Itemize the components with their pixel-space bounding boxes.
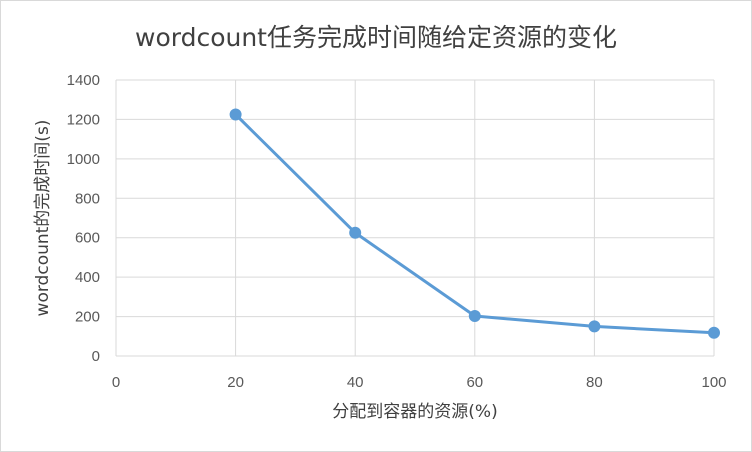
y-tick-label: 0 xyxy=(92,348,100,365)
y-axis-label: wordcount的完成时间(s) xyxy=(33,120,53,317)
x-tick-label: 80 xyxy=(586,374,603,391)
chart-title: wordcount任务完成时间随给定资源的变化 xyxy=(135,23,617,52)
y-tick-label: 400 xyxy=(75,269,100,286)
data-point xyxy=(468,309,481,322)
y-tick-label: 1400 xyxy=(67,72,100,89)
y-tick-label: 800 xyxy=(75,190,100,207)
gridlines xyxy=(115,79,715,357)
x-tick-label: 40 xyxy=(347,374,364,391)
data-point xyxy=(229,108,242,121)
x-tick-label: 100 xyxy=(701,374,726,391)
data-point xyxy=(588,320,601,333)
y-tick-label: 200 xyxy=(75,309,100,326)
x-tick-labels: 0 20 40 60 80 100 xyxy=(112,374,727,391)
y-tick-label: 600 xyxy=(75,230,100,247)
x-tick-label: 60 xyxy=(466,374,483,391)
data-point xyxy=(708,326,720,339)
x-tick-label: 0 xyxy=(112,374,120,391)
y-tick-label: 1000 xyxy=(67,151,100,168)
series-group xyxy=(229,108,720,339)
data-point xyxy=(349,226,362,239)
x-tick-label: 20 xyxy=(227,374,244,391)
y-tick-labels: 0 200 400 600 800 1000 1200 1400 xyxy=(67,72,100,365)
x-axis-label: 分配到容器的资源(%) xyxy=(332,402,497,422)
y-tick-label: 1200 xyxy=(67,111,100,128)
